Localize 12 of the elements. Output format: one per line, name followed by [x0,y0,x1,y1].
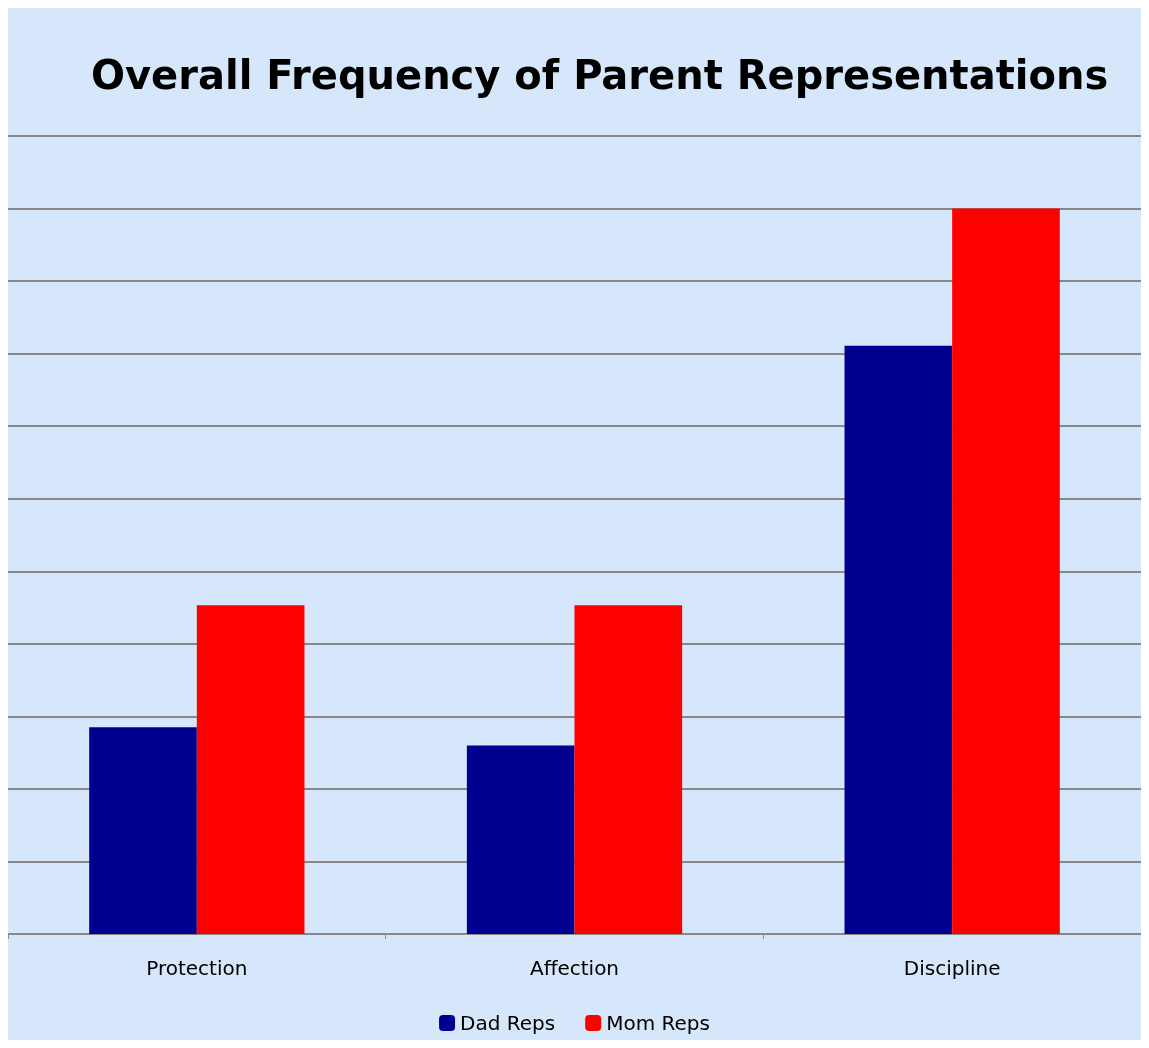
legend-label: Mom Reps [606,1011,710,1035]
chart-title: Overall Frequency of Parent Representations [91,52,1109,98]
bar [89,727,197,934]
legend-label: Dad Reps [460,1011,556,1035]
bar [574,605,683,934]
bar [844,345,953,934]
bar [952,208,1060,934]
x-tick-label: Protection [146,956,248,980]
x-tick-label: Discipline [903,956,1001,980]
x-tick-label: Affection [529,956,620,980]
bar [196,605,305,934]
bar [466,745,575,934]
